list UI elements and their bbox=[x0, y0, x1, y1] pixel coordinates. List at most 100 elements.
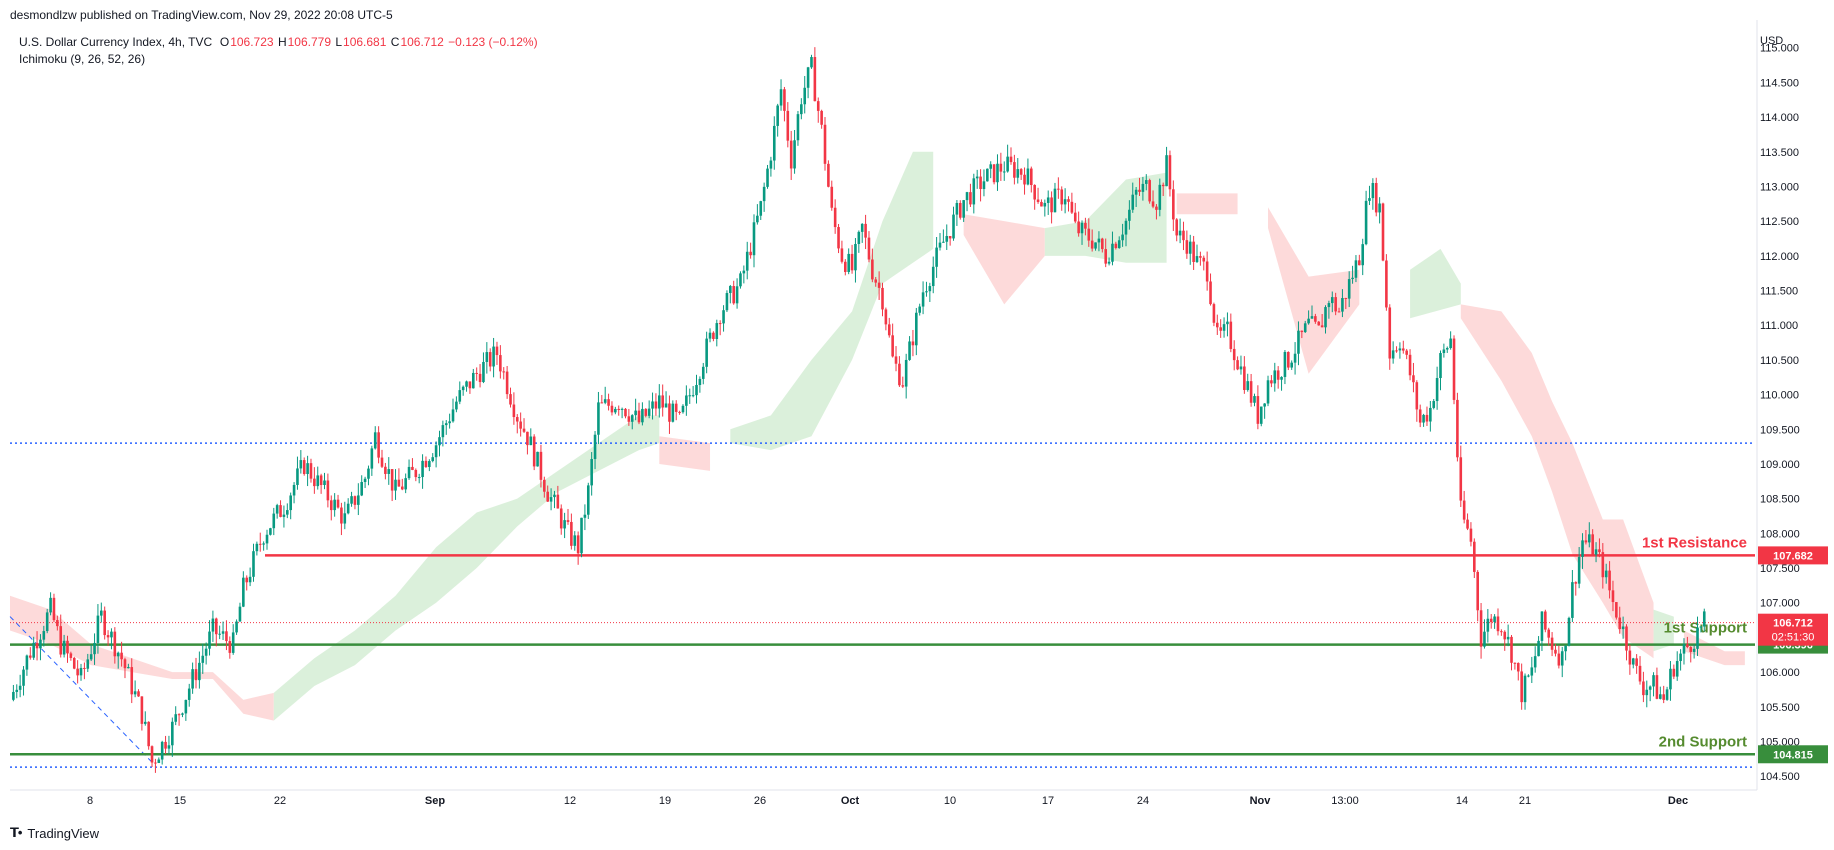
candle-down bbox=[1500, 631, 1503, 633]
candle-up bbox=[289, 495, 292, 511]
candle-up bbox=[1111, 243, 1114, 262]
candle-up bbox=[1239, 366, 1243, 370]
candle-down bbox=[313, 478, 316, 487]
candle-down bbox=[1381, 203, 1385, 261]
candle-down bbox=[874, 279, 878, 283]
candle-down bbox=[1456, 399, 1459, 458]
candle-up bbox=[157, 759, 161, 764]
candle-up bbox=[187, 688, 191, 700]
candle-up bbox=[25, 655, 29, 670]
cloud-bearish bbox=[1683, 630, 1745, 666]
candle-up bbox=[1347, 279, 1351, 299]
candle-up bbox=[1226, 321, 1229, 325]
candle-up bbox=[421, 460, 424, 478]
candle-up bbox=[204, 648, 208, 656]
candle-down bbox=[1185, 240, 1189, 254]
candle-up bbox=[1107, 261, 1111, 264]
close-label: C bbox=[390, 35, 400, 49]
candle-down bbox=[1287, 351, 1290, 368]
candle-down bbox=[1087, 228, 1091, 241]
candle-down bbox=[147, 721, 150, 747]
candle-down bbox=[1601, 552, 1605, 578]
candle-down bbox=[137, 691, 140, 697]
candle-up bbox=[428, 461, 431, 467]
candle-up bbox=[1594, 549, 1598, 555]
candle-up bbox=[769, 160, 773, 169]
candle-up bbox=[1631, 658, 1635, 665]
candle-down bbox=[384, 466, 387, 474]
candle-down bbox=[1256, 396, 1260, 424]
candle-down bbox=[543, 479, 546, 492]
candle-up bbox=[333, 499, 336, 511]
candle-up bbox=[485, 352, 489, 362]
candle-down bbox=[1155, 206, 1158, 210]
candle-down bbox=[844, 261, 847, 272]
candle-down bbox=[1168, 155, 1172, 190]
candle-down bbox=[1358, 260, 1361, 266]
x-tick-label: 19 bbox=[659, 795, 671, 807]
candle-down bbox=[958, 202, 962, 218]
candle-down bbox=[911, 341, 915, 346]
candle-down bbox=[644, 408, 648, 416]
symbol-name[interactable]: U.S. Dollar Currency Index, 4h, TVC bbox=[19, 35, 213, 49]
candle-down bbox=[1314, 316, 1317, 322]
candle-up bbox=[116, 652, 120, 657]
candle-down bbox=[258, 543, 262, 545]
candle-up bbox=[634, 410, 637, 416]
candle-up bbox=[252, 551, 255, 577]
candle-up bbox=[1527, 675, 1530, 677]
candle-down bbox=[1459, 457, 1463, 501]
candle-up bbox=[735, 286, 739, 304]
candle-up bbox=[360, 482, 364, 496]
chart-grid bbox=[10, 20, 1758, 791]
candle-down bbox=[1638, 665, 1642, 682]
candle-down bbox=[1452, 338, 1456, 400]
axis-currency-label: USD bbox=[1760, 35, 1783, 47]
candle-up bbox=[370, 448, 374, 469]
x-tick-label: 10 bbox=[944, 795, 956, 807]
candle-up bbox=[42, 631, 46, 640]
candle-down bbox=[123, 659, 127, 669]
candle-up bbox=[1283, 351, 1287, 377]
candle-down bbox=[901, 385, 905, 387]
candle-up bbox=[928, 286, 932, 292]
candle-up bbox=[1368, 198, 1371, 201]
candle-down bbox=[1408, 354, 1412, 376]
candle-down bbox=[1401, 348, 1405, 351]
y-tick-label: 105.500 bbox=[1760, 702, 1800, 714]
candle-down bbox=[1544, 611, 1547, 630]
candle-down bbox=[1317, 321, 1321, 326]
candle-up bbox=[492, 346, 495, 367]
candle-up bbox=[986, 168, 989, 182]
candle-up bbox=[921, 292, 925, 307]
candle-up bbox=[100, 610, 103, 616]
candle-up bbox=[286, 510, 289, 515]
indicator-name[interactable]: Ichimoku (9, 26, 52, 26) bbox=[19, 52, 146, 66]
candle-up bbox=[647, 408, 651, 416]
candle-down bbox=[823, 124, 827, 164]
candle-down bbox=[1212, 304, 1216, 323]
candle-up bbox=[221, 631, 225, 634]
candle-down bbox=[1019, 169, 1023, 175]
candle-up bbox=[1540, 611, 1544, 641]
candle-down bbox=[1215, 322, 1219, 328]
candle-up bbox=[931, 266, 935, 287]
candle-up bbox=[1280, 376, 1283, 380]
candle-up bbox=[536, 451, 539, 467]
candle-up bbox=[1361, 244, 1365, 266]
candle-down bbox=[539, 451, 543, 480]
candle-up bbox=[438, 437, 441, 446]
price-tag-value: 104.815 bbox=[1773, 749, 1813, 761]
candle-up bbox=[275, 505, 279, 514]
candle-down bbox=[400, 486, 404, 490]
cloud-bearish bbox=[1268, 207, 1360, 374]
candle-up bbox=[1046, 197, 1050, 203]
y-tick-label: 107.500 bbox=[1760, 563, 1800, 575]
y-tick-label: 111.000 bbox=[1760, 320, 1798, 332]
candle-up bbox=[1659, 694, 1662, 699]
candle-down bbox=[887, 324, 891, 336]
price-tag-box bbox=[1758, 745, 1828, 764]
candle-up bbox=[793, 140, 796, 169]
